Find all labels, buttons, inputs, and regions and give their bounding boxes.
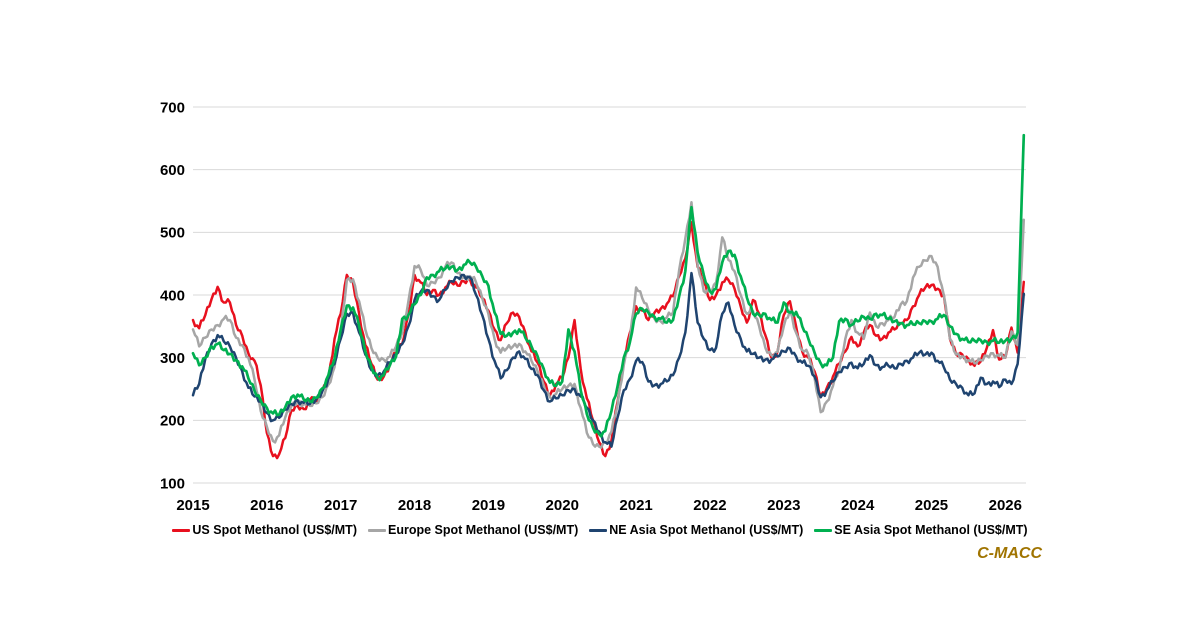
series-line-3 (191, 271, 1026, 448)
legend-line-marker (589, 528, 608, 532)
legend-item: SE Asia Spot Methanol (US$/MT) (814, 523, 1028, 537)
legend-item: Europe Spot Methanol (US$/MT) (367, 523, 579, 537)
legend-label: SE Asia Spot Methanol (US$/MT) (834, 523, 1028, 537)
x-axis-tick-label: 2016 (250, 497, 283, 514)
x-axis-tick-label: 2024 (841, 497, 875, 514)
x-axis-tick-label: 2025 (915, 497, 948, 514)
y-axis-tick-label: 200 (160, 413, 185, 430)
y-axis-tick-label: 100 (160, 475, 185, 492)
chart-legend: US Spot Methanol (US$/MT) Europe Spot Met… (0, 523, 1200, 537)
series-line-1 (191, 221, 1026, 460)
x-axis-tick-label: 2026 (989, 497, 1022, 514)
x-axis-tick-label: 2019 (472, 497, 505, 514)
x-axis-tick-label: 2023 (767, 497, 800, 514)
x-axis-tick-label: 2022 (693, 497, 726, 514)
legend-line-marker (814, 528, 833, 532)
x-axis-tick-label: 2015 (176, 497, 209, 514)
y-axis-tick-label: 300 (160, 350, 185, 367)
y-axis-tick-label: 500 (160, 225, 185, 242)
legend-item: NE Asia Spot Methanol (US$/MT) (589, 523, 803, 537)
legend-label: Europe Spot Methanol (US$/MT) (387, 523, 579, 537)
series-line-4 (191, 133, 1026, 438)
x-axis-tick-label: 2017 (324, 497, 357, 514)
legend-line-marker (367, 528, 386, 532)
series-line-2 (191, 201, 1026, 449)
legend-item: US Spot Methanol (US$/MT) (172, 523, 357, 537)
legend-label: NE Asia Spot Methanol (US$/MT) (609, 523, 804, 537)
y-axis-tick-label: 700 (160, 99, 185, 116)
y-axis-tick-label: 600 (160, 162, 185, 179)
legend-label: US Spot Methanol (US$/MT) (192, 523, 357, 537)
x-axis-tick-label: 2018 (398, 497, 431, 514)
cmacc-watermark: C-MACC (977, 545, 1042, 562)
x-axis-tick-label: 2021 (619, 497, 652, 514)
x-axis-tick-label: 2020 (546, 497, 579, 514)
legend-line-marker (172, 528, 191, 532)
y-axis-tick-label: 400 (160, 287, 185, 304)
